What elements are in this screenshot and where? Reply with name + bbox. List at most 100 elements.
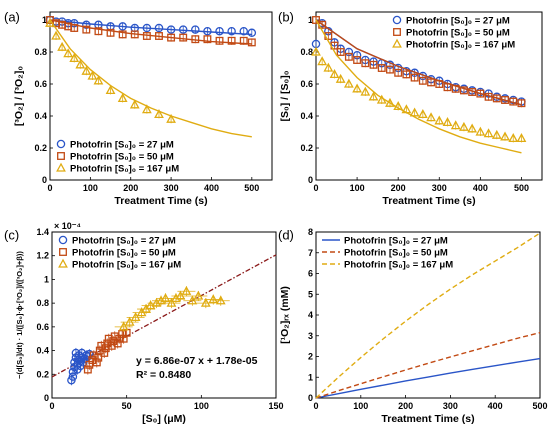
x-axis-label: Treatment Time (s) <box>381 413 474 424</box>
data-point <box>70 24 79 32</box>
x-tick-label: 0 <box>47 183 52 193</box>
data-point <box>442 117 453 127</box>
data-point <box>459 86 468 95</box>
data-point <box>145 300 156 310</box>
data-point <box>360 86 371 96</box>
y-tick-label: 0.6 <box>300 79 313 89</box>
y-axis-label: [S₀] / [S₀]₀ <box>279 70 291 121</box>
x-tick-label: 500 <box>514 183 529 193</box>
y-tick-label: 1 <box>308 372 313 382</box>
panel-b: (b) 0 100 200 300 400 500 0 0.2 0.4 0.6 0.8 1 Treatme… <box>278 10 543 207</box>
y-tick-label: 0 <box>44 393 49 403</box>
legend-marker <box>58 258 68 268</box>
series-3 <box>315 232 541 399</box>
x-tick-label: 200 <box>391 183 406 193</box>
data-point <box>491 129 502 139</box>
data-point <box>87 70 98 80</box>
series-line <box>315 357 541 399</box>
series-3 <box>45 17 252 138</box>
data-point <box>142 32 151 40</box>
y-tick-label: 7 <box>308 248 313 258</box>
data-point <box>317 56 328 66</box>
data-point <box>100 348 109 357</box>
data-point <box>118 22 127 31</box>
panel-c: (c) 0 50 100 150 0 0.2 0.4 0.6 0.8 1 1.2 1.4 [S₀] (μM… <box>4 221 284 424</box>
legend-label: Photofrin [S₀]₀ = 50 μM <box>70 152 174 163</box>
y-tick-label: 0.2 <box>300 143 313 153</box>
data-point <box>203 26 212 36</box>
model-curve <box>315 19 522 106</box>
plot-frame <box>51 231 277 399</box>
y-tick-label: 0.2 <box>36 369 49 379</box>
y-tick-label: 0.4 <box>300 111 313 121</box>
model-curve <box>49 19 252 138</box>
data-point <box>124 316 135 326</box>
y-tick-label: 3 <box>308 331 313 341</box>
x-tick-label: 150 <box>268 401 283 411</box>
data-point <box>311 46 321 56</box>
data-point <box>410 73 419 82</box>
x-tick-label: 100 <box>194 401 209 411</box>
data-point <box>75 59 86 69</box>
data-point <box>376 94 387 104</box>
data-point <box>130 30 139 39</box>
data-point <box>142 23 152 33</box>
x-tick-label: 300 <box>432 183 447 193</box>
x-tick-label: 300 <box>164 183 179 193</box>
legend-label: Photofrin [S₀]₀ = 27 μM <box>344 236 448 247</box>
fit-equation: y = 6.86e-07 x + 1.78e-05 <box>136 355 258 367</box>
data-point <box>92 358 101 367</box>
data-point <box>141 104 152 114</box>
data-point <box>82 25 91 34</box>
data-point <box>239 26 248 36</box>
y-axis-exponent: × 10⁻⁴ <box>54 221 81 231</box>
plot-frame <box>315 11 543 181</box>
data-point <box>508 133 519 143</box>
data-point <box>166 113 176 123</box>
legend-marker <box>392 15 402 25</box>
data-point <box>118 321 129 331</box>
plot-frame <box>49 11 273 181</box>
data-point <box>83 365 92 374</box>
legend-label: Photofrin [S₀]₀ = 27 μM <box>70 140 174 151</box>
x-tick-label: 400 <box>473 183 488 193</box>
data-point <box>227 26 236 36</box>
data-point <box>63 48 74 58</box>
legend-marker <box>56 162 66 172</box>
data-point <box>409 107 420 117</box>
data-point <box>215 36 224 45</box>
series-1 <box>315 357 541 399</box>
data-point <box>117 93 128 103</box>
x-tick-label: 0 <box>313 401 318 411</box>
data-point <box>105 85 116 95</box>
data-point <box>352 83 362 93</box>
data-point <box>167 33 176 42</box>
data-point <box>93 75 104 85</box>
y-tick-label: 1 <box>42 15 47 25</box>
data-point <box>181 285 192 295</box>
data-point <box>377 64 386 72</box>
legend-marker <box>59 248 67 256</box>
x-tick-label: 300 <box>443 401 458 411</box>
legend-label: Photofrin [S₀]₀ = 27 μM <box>406 16 510 27</box>
y-tick-label: 8 <box>308 227 313 237</box>
data-point <box>335 73 346 83</box>
data-point <box>208 294 219 304</box>
data-point <box>426 112 436 122</box>
data-point <box>427 78 436 87</box>
legend-label: Photofrin [S₀]₀ = 50 μM <box>344 248 448 259</box>
data-point <box>155 32 163 40</box>
legend-marker <box>58 235 68 245</box>
data-point <box>393 101 404 111</box>
data-point <box>500 131 510 141</box>
data-point <box>193 290 204 300</box>
y-tick-label: 2 <box>308 352 313 362</box>
data-point <box>129 99 140 109</box>
data-point <box>417 109 428 119</box>
y-axis-label: −(d[S₀]/dt) · 1/([S₀]·ϕ·[³O₂]/([³O₂]+β)) <box>15 251 24 379</box>
data-point <box>475 126 486 136</box>
